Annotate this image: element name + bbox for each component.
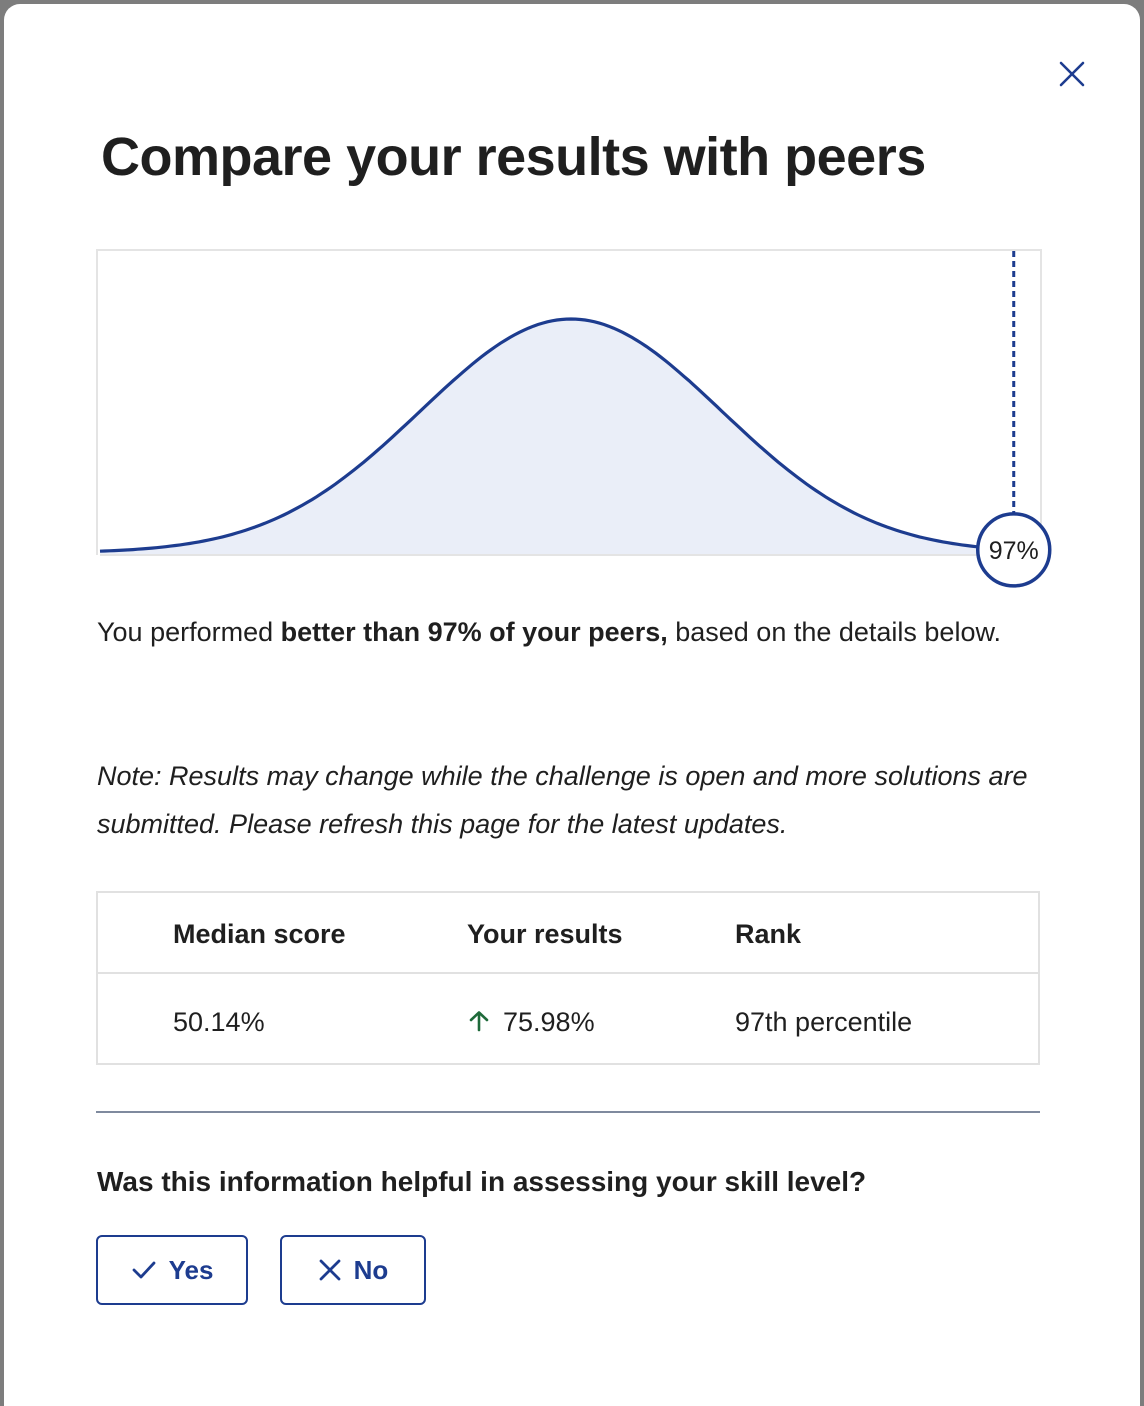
summary-emphasis: better than 97% of your peers, [280,617,668,647]
check-icon [132,1261,155,1279]
yes-button[interactable]: Yes [96,1235,248,1305]
x-icon [319,1259,341,1281]
rank-value: 97th percentile [735,1007,913,1037]
no-label: No [353,1254,389,1285]
chart-frame [96,249,1042,555]
your-percentile-label: 97% [989,537,1039,565]
section-divider [96,1111,1040,1113]
summary-prefix: You performed [97,617,281,647]
compare-results-modal: Compare your results with peers [4,4,1140,1406]
median-score-value: 50.14% [173,1007,265,1037]
your-results-value: 75.98% [503,1007,595,1037]
summary-suffix: based on the details below. [667,617,1001,647]
your-results-cell: 75.98% [467,1007,595,1038]
distribution-curve [99,317,1043,553]
header-rank: Rank [735,919,802,949]
feedback-question: Was this information helpful in assessin… [97,1166,867,1197]
results-note: Note: Results may change while the chall… [97,761,1028,839]
header-median-score: Median score [173,919,346,949]
arrow-up-icon [469,1011,489,1032]
close-icon [1059,61,1085,87]
close-button[interactable] [1054,56,1090,92]
no-button[interactable]: No [280,1235,426,1305]
stats-header-row [98,893,1038,974]
your-percentile-marker [975,512,1052,588]
header-your-results: Your results [467,919,623,949]
page-title: Compare your results with peers [101,127,926,187]
performance-summary: You performed better than 97% of your pe… [97,608,1037,656]
distribution-area [100,319,1042,555]
distribution-chart: 97% [99,251,1052,588]
stats-table: Median score Your results Rank 50.14% 75… [96,891,1040,1065]
yes-label: Yes [168,1254,214,1285]
